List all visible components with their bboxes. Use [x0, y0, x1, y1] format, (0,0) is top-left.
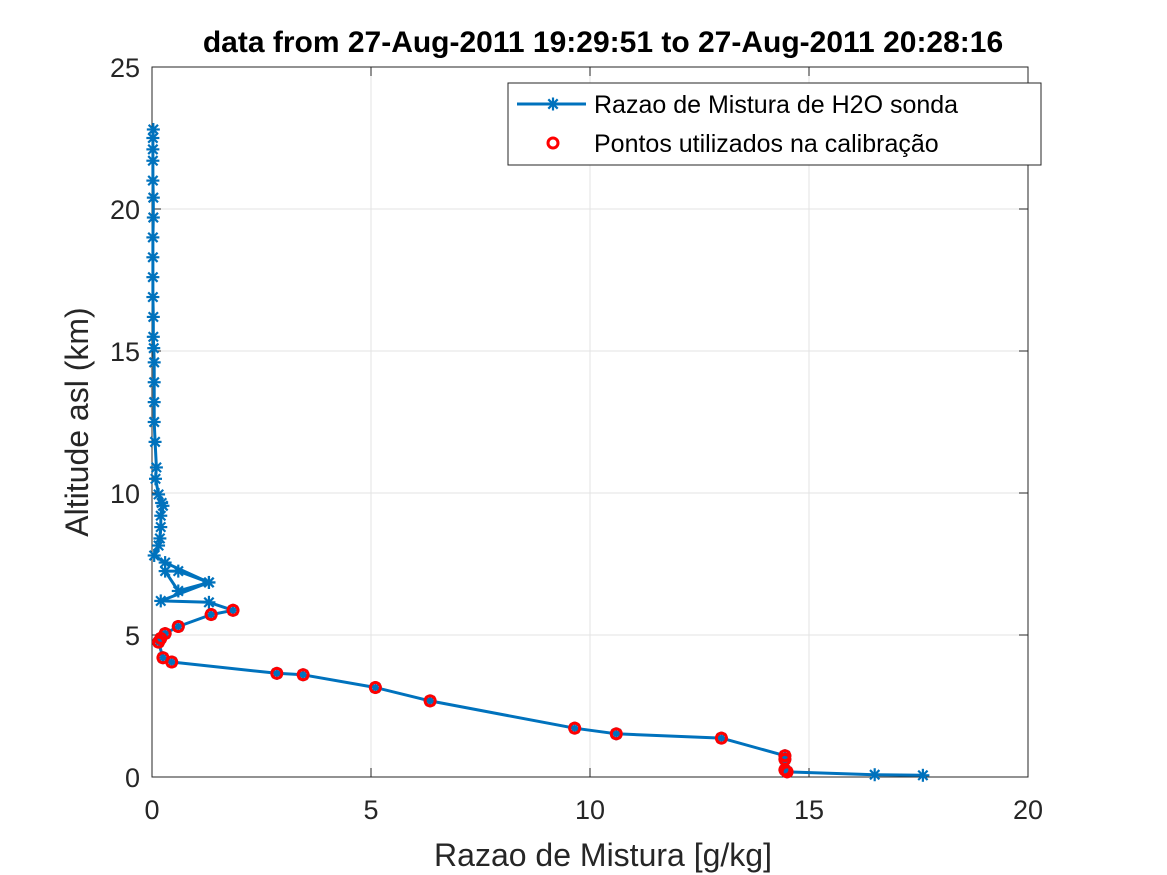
data-point-asterisk	[158, 556, 172, 570]
series-line-sonda	[151, 129, 923, 777]
x-axis-label: Razao de Mistura [g/kg]	[434, 837, 772, 873]
data-point-asterisk	[153, 531, 167, 545]
data-point-asterisk	[916, 768, 930, 782]
y-tick-label: 0	[125, 763, 140, 793]
y-tick-label: 15	[110, 337, 140, 367]
legend-label-sonda: Razao de Mistura de H2O sonda	[594, 91, 958, 119]
legend-circle-marker	[546, 136, 560, 150]
calibration-point	[568, 721, 582, 735]
x-tick-label: 0	[144, 795, 159, 825]
legend-label-calibracao: Pontos utilizados na calibração	[594, 130, 939, 158]
chart-title: data from 27-Aug-2011 19:29:51 to 27-Aug…	[203, 26, 1003, 59]
legend-box	[507, 82, 1042, 166]
y-axis-label: Altitude asl (km)	[59, 307, 95, 536]
calibration-point	[270, 666, 284, 680]
data-point-asterisk	[146, 131, 160, 145]
series-layer	[146, 122, 930, 782]
data-point-asterisk	[146, 174, 160, 188]
legend-asterisk	[546, 97, 560, 111]
data-point-asterisk	[146, 211, 160, 225]
y-tick-label: 25	[110, 53, 140, 83]
calibration-point	[226, 603, 240, 617]
axis-ticks: 0 5 10 15 20 0 5 10 15 20 25	[110, 53, 1043, 825]
data-point-asterisk	[868, 768, 882, 782]
data-point-asterisk	[147, 341, 161, 355]
calibration-point	[368, 681, 382, 695]
calibration-point	[609, 727, 623, 741]
y-tick-label: 5	[125, 621, 140, 651]
legend: Razao de Mistura de H2O sonda Pontos uti…	[507, 82, 1042, 166]
data-point-asterisk	[154, 594, 168, 608]
data-point-asterisk	[149, 460, 163, 474]
calibration-point	[204, 608, 218, 622]
data-point-asterisk	[146, 310, 160, 324]
data-point-asterisk	[146, 191, 160, 205]
grid	[152, 67, 1028, 777]
x-tick-label: 20	[1013, 795, 1043, 825]
data-point-asterisk	[146, 142, 160, 156]
calibration-point	[171, 619, 185, 633]
data-point-asterisk	[146, 230, 160, 244]
data-point-asterisk	[147, 395, 161, 409]
x-tick-label: 15	[794, 795, 824, 825]
calibration-point	[714, 731, 728, 745]
data-point-asterisk	[202, 575, 216, 589]
data-point-asterisk	[171, 584, 185, 598]
y-tick-label: 20	[110, 195, 140, 225]
data-point-asterisk	[147, 548, 161, 562]
data-point-asterisk	[146, 270, 160, 284]
data-point-asterisk	[146, 122, 160, 136]
calibration-point	[156, 651, 170, 665]
data-point-asterisk	[147, 355, 161, 369]
calibration-point	[158, 627, 172, 641]
x-tick-label: 5	[363, 795, 378, 825]
x-tick-label: 10	[575, 795, 605, 825]
data-point-asterisk	[147, 415, 161, 429]
data-point-asterisk	[146, 290, 160, 304]
data-point-asterisk	[149, 472, 163, 486]
calibration-point	[423, 694, 437, 708]
calibration-point	[778, 749, 792, 763]
legend-asterisk-marker	[546, 97, 560, 111]
data-point-asterisk	[202, 595, 216, 609]
data-point-asterisk	[147, 375, 161, 389]
data-point-asterisk	[171, 564, 185, 578]
data-point-asterisk	[146, 250, 160, 264]
data-point-asterisk	[146, 330, 160, 344]
data-point-asterisk	[148, 435, 162, 449]
data-point-asterisk	[146, 154, 160, 168]
y-tick-label: 10	[110, 479, 140, 509]
calibration-point	[296, 668, 310, 682]
data-point-asterisk	[154, 509, 168, 523]
data-point-asterisk	[152, 487, 166, 501]
data-point-asterisk	[154, 520, 168, 534]
